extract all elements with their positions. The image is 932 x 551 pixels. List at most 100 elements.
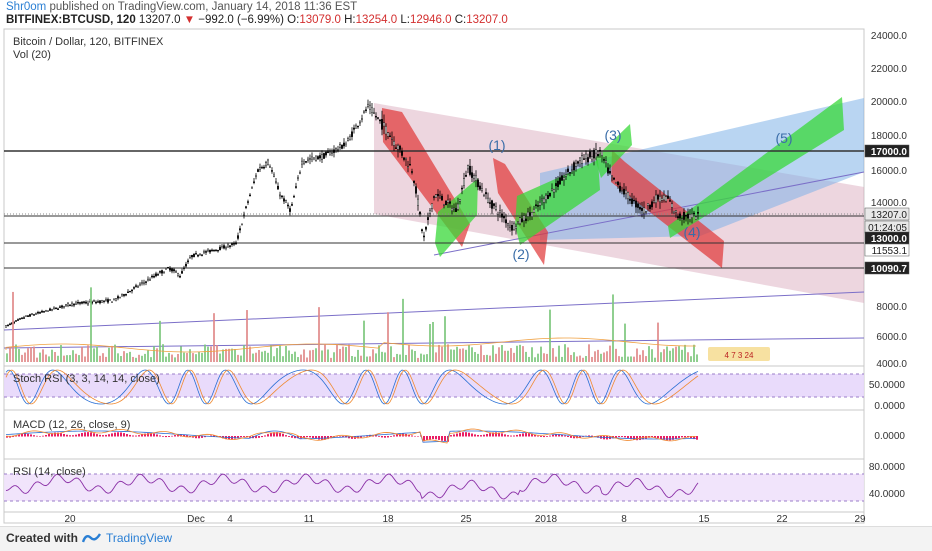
volume-bar bbox=[561, 356, 563, 362]
candle-body bbox=[535, 204, 537, 206]
y-tick-label: 6000.0 bbox=[876, 332, 907, 343]
candle-body bbox=[647, 203, 649, 206]
volume-bar bbox=[243, 345, 245, 362]
candle-body bbox=[339, 144, 341, 148]
candle-body bbox=[189, 257, 191, 259]
macd-histogram-bar bbox=[66, 434, 68, 437]
volume-bar bbox=[420, 353, 422, 362]
y-tick-label: 18000.0 bbox=[871, 131, 908, 142]
macd-histogram-bar bbox=[489, 433, 491, 437]
y-tick-label: 14000.0 bbox=[871, 198, 908, 209]
candle-body bbox=[299, 172, 301, 174]
macd-histogram-bar bbox=[456, 433, 458, 437]
candle-body bbox=[155, 273, 157, 277]
bear-zone-4 bbox=[611, 150, 724, 268]
candle-body bbox=[663, 194, 665, 201]
x-tick-label: 2018 bbox=[535, 514, 558, 524]
candle-body bbox=[489, 202, 491, 204]
volume-bar bbox=[480, 345, 482, 362]
macd-histogram-bar bbox=[519, 434, 521, 437]
candle-body bbox=[239, 228, 241, 231]
price-level-label: 17000.0 bbox=[871, 147, 908, 158]
macd-histogram-bar bbox=[285, 435, 287, 437]
volume-bar bbox=[117, 353, 119, 362]
candle-body bbox=[247, 201, 249, 203]
macd-histogram-bar bbox=[6, 436, 8, 438]
volume-bar bbox=[183, 352, 185, 362]
indicator-title: RSI (14, close) bbox=[13, 466, 86, 478]
candle-body bbox=[631, 198, 633, 204]
macd-histogram-bar bbox=[90, 432, 92, 437]
candle-body bbox=[607, 167, 609, 174]
volume-bar bbox=[669, 350, 671, 362]
candle-body bbox=[551, 188, 553, 191]
tradingview-logo-icon[interactable] bbox=[82, 531, 102, 545]
volume-bar bbox=[210, 346, 212, 362]
chart-area[interactable]: Bitcoin / Dollar, 120, BITFINEX Vol (20) S… bbox=[0, 28, 932, 525]
macd-histogram-bar bbox=[84, 432, 86, 437]
volume-bar bbox=[66, 355, 68, 362]
macd-signal-line bbox=[5, 428, 697, 444]
volume-bar bbox=[471, 347, 473, 362]
candle-body bbox=[169, 267, 171, 271]
volume-bar bbox=[534, 357, 536, 362]
candle-body bbox=[337, 149, 339, 151]
macd-histogram-bar bbox=[336, 436, 338, 437]
volume-bar bbox=[462, 348, 464, 362]
candle-body bbox=[695, 216, 697, 220]
volume-bar bbox=[24, 352, 26, 362]
candle-body bbox=[43, 311, 45, 313]
volume-bar bbox=[375, 353, 377, 362]
candle-body bbox=[333, 149, 335, 153]
candle-body bbox=[559, 177, 561, 185]
macd-histogram-bar bbox=[168, 436, 170, 437]
candle-body bbox=[503, 216, 505, 219]
macd-histogram-bar bbox=[441, 436, 443, 441]
volume-bar bbox=[213, 313, 215, 362]
candle-body bbox=[563, 177, 565, 181]
candle-body bbox=[625, 190, 627, 195]
candle-body bbox=[51, 308, 53, 311]
macd-histogram-bar bbox=[531, 433, 533, 437]
volume-bar bbox=[111, 345, 113, 362]
candle-body bbox=[487, 197, 489, 203]
macd-histogram-bar bbox=[432, 436, 434, 440]
candle-body bbox=[249, 194, 251, 197]
candle-body bbox=[265, 162, 267, 167]
price-change: −992.0 (−6.99%) bbox=[198, 14, 284, 26]
volume-bar bbox=[504, 350, 506, 362]
volume-bar bbox=[234, 349, 236, 362]
candle-body bbox=[691, 213, 693, 218]
macd-histogram-bar bbox=[57, 432, 59, 437]
volume-bar bbox=[252, 353, 254, 362]
candle-body bbox=[671, 203, 673, 208]
volume-bar bbox=[660, 352, 662, 362]
macd-histogram-bar bbox=[132, 435, 134, 437]
macd-histogram-bar bbox=[495, 432, 497, 437]
candle-body bbox=[209, 249, 211, 253]
candle-body bbox=[185, 263, 187, 267]
volume-bar bbox=[81, 346, 83, 362]
candle-body bbox=[673, 210, 675, 213]
volume-bar bbox=[351, 356, 353, 362]
rsi-tick-label: 80.0000 bbox=[869, 462, 906, 473]
macd-histogram-bar bbox=[522, 433, 524, 437]
candle-body bbox=[125, 294, 127, 296]
macd-histogram-bar bbox=[498, 432, 500, 437]
macd-histogram-bar bbox=[681, 436, 683, 438]
macd-histogram-bar bbox=[297, 436, 299, 439]
chart-header: Shr0om published on TradingView.com, Jan… bbox=[0, 0, 932, 28]
candle-body bbox=[37, 312, 39, 314]
volume-bar bbox=[27, 348, 29, 362]
candle-body bbox=[581, 155, 583, 164]
volume-bar bbox=[672, 348, 674, 362]
created-with-text: Created with bbox=[6, 531, 79, 545]
candle-body bbox=[527, 211, 529, 217]
candle-body bbox=[301, 160, 303, 165]
candle-body bbox=[629, 198, 631, 201]
tradingview-brand[interactable]: TradingView bbox=[106, 531, 173, 545]
candle-body bbox=[431, 203, 433, 209]
author-name[interactable]: Shr0om bbox=[6, 1, 47, 13]
volume-bar bbox=[582, 357, 584, 362]
